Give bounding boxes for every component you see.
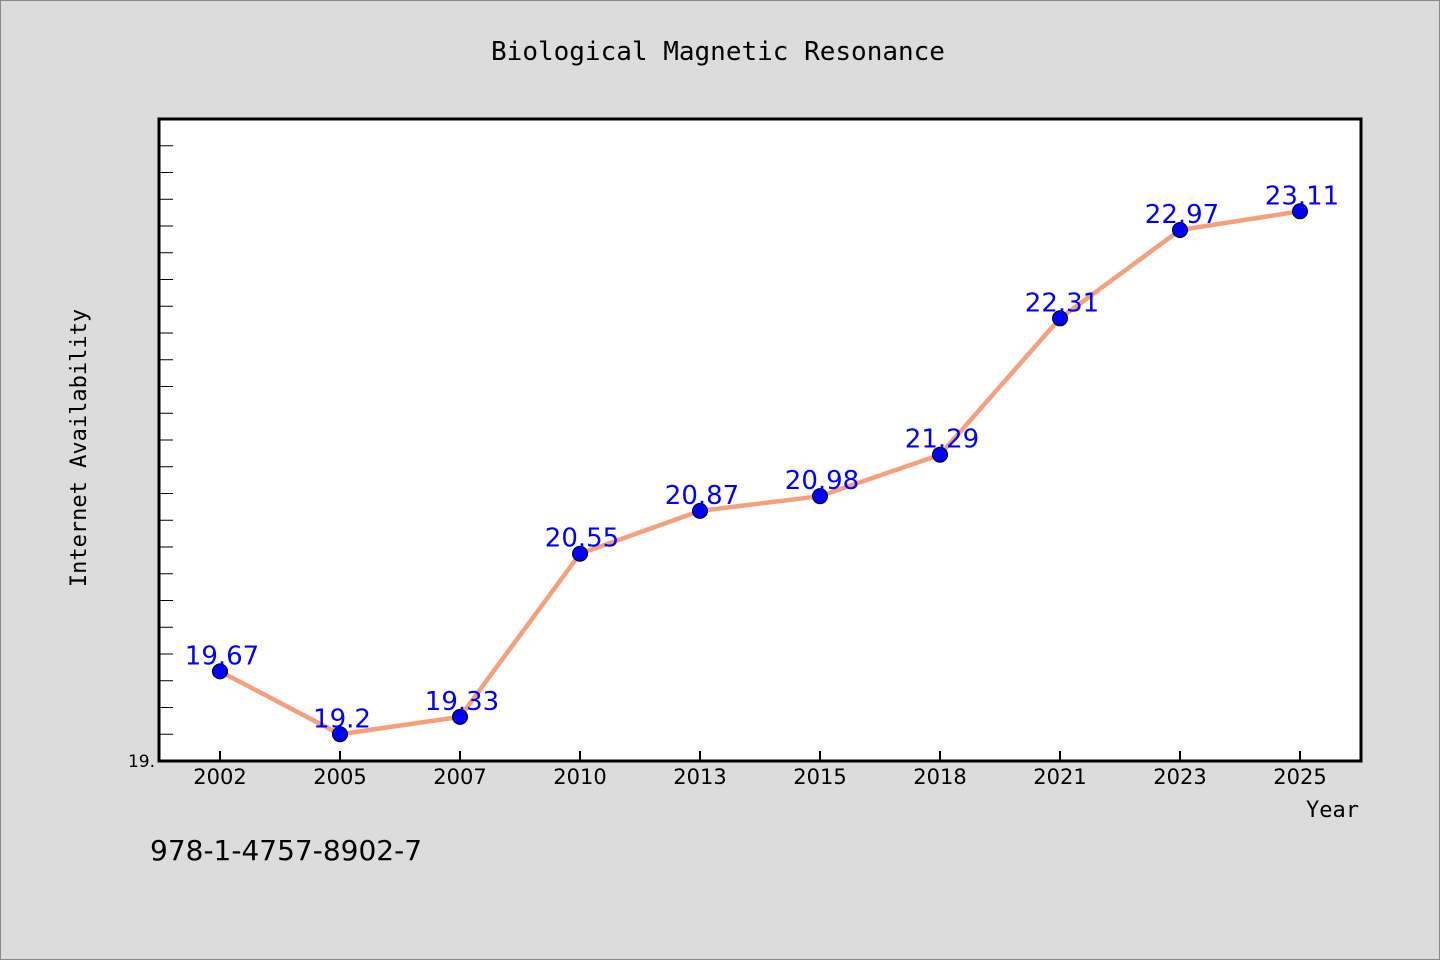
data-point	[212, 663, 228, 680]
data-point	[1172, 222, 1188, 239]
data-point	[692, 502, 708, 519]
data-label: 23.11	[1265, 181, 1339, 211]
x-tick-label: 2010	[553, 765, 606, 789]
x-tick-label: 2013	[673, 765, 726, 789]
x-axis-label: Year	[1306, 798, 1359, 823]
data-labels: 19.67 19.2 19.33 20.55 20.87 20.98 21.29 22.31 2…	[185, 181, 1339, 734]
data-point	[452, 708, 468, 725]
data-label: 20.55	[545, 524, 619, 554]
data-label: 22.31	[1025, 288, 1099, 318]
data-point	[812, 488, 828, 505]
data-label: 21.29	[905, 425, 979, 455]
data-point	[572, 545, 588, 562]
x-tick-label: 2007	[433, 765, 486, 789]
series-line	[218, 209, 1301, 737]
x-tick-label: 2021	[1033, 765, 1086, 789]
x-tick-label: 2025	[1273, 765, 1326, 789]
x-tick-label: 2018	[913, 765, 966, 789]
x-tick-label: 2002	[193, 765, 246, 789]
y-axis-label: Internet Availability	[67, 309, 92, 587]
x-tick-label: 2005	[313, 765, 366, 789]
data-point	[1052, 310, 1068, 327]
x-tick-label: 2015	[793, 765, 846, 789]
x-axis-ticks	[219, 751, 1301, 761]
data-label: 19.67	[185, 641, 259, 671]
y-tick-label: 19.	[128, 752, 155, 772]
x-tick-labels: 2002 2005 2007 2010 2013 2015 2018 2021 2023 2025	[193, 765, 1326, 789]
data-label: 19.33	[425, 687, 499, 717]
data-point	[1292, 203, 1308, 220]
chart-title: Biological Magnetic Resonance	[491, 37, 945, 67]
data-label: 20.87	[665, 481, 739, 511]
x-tick-label: 2023	[1153, 765, 1206, 789]
data-label: 19.2	[313, 704, 371, 734]
data-point	[932, 446, 948, 463]
isbn-text: 978-1-4757-8902-7	[150, 834, 423, 867]
plot-area	[157, 117, 1363, 763]
y-axis-ticks	[159, 118, 173, 762]
data-point	[332, 726, 348, 743]
series-markers	[212, 203, 1308, 743]
data-label: 20.98	[785, 466, 859, 496]
data-label: 22.97	[1145, 200, 1219, 230]
